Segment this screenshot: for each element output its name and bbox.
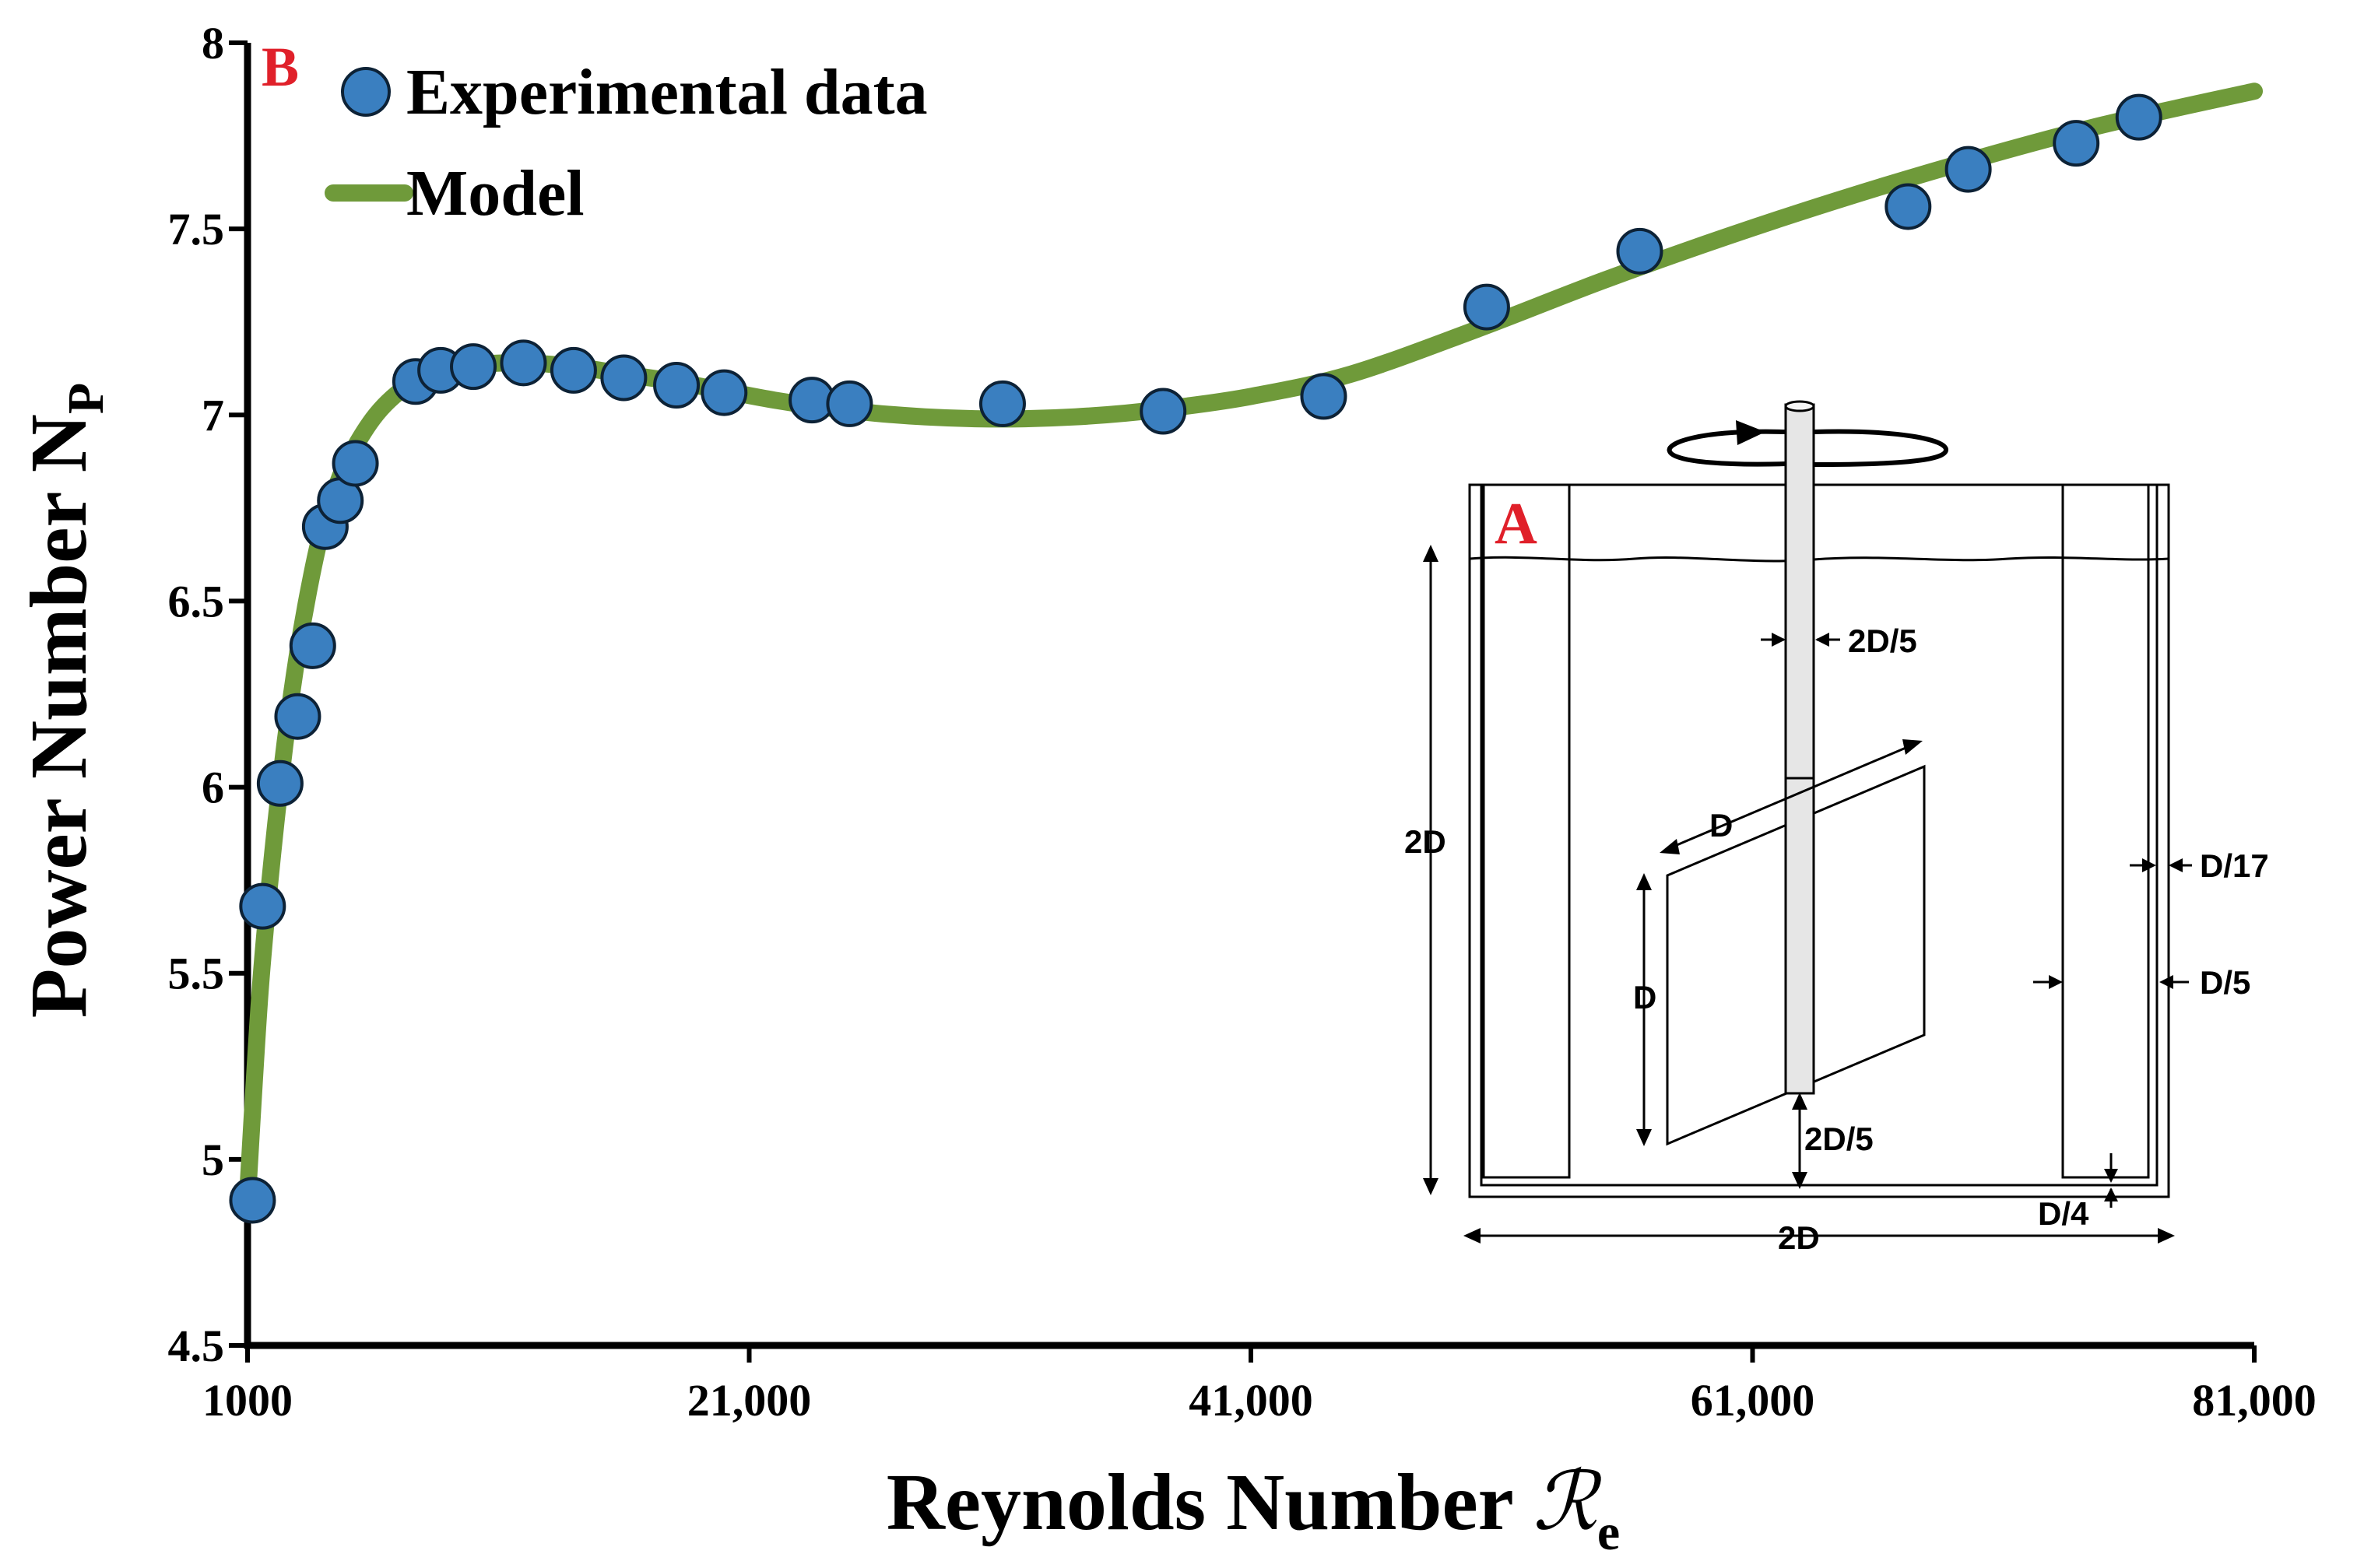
x-axis-title-symbol: ℛ [1533, 1458, 1603, 1547]
stirred-tank-diagram [1423, 400, 2192, 1244]
label-clearance: 2D/5 [1804, 1121, 1874, 1157]
legend-label-experimental: Experimental data [406, 56, 928, 128]
y-tick-label: 7.5 [168, 204, 225, 254]
rotation-arrow-2 [1813, 429, 1949, 467]
y-tick-label: 6 [202, 763, 224, 813]
data-point [289, 622, 336, 669]
arrowhead [1902, 739, 1923, 755]
arrowhead [1423, 1178, 1438, 1195]
data-point [256, 759, 304, 807]
arrowhead [1636, 873, 1652, 890]
y-ticks: 4.5 5 5.5 6 6.5 7 7.5 8 [168, 18, 248, 1371]
stirred-tank-labels: A 2D/5 2D D D 2D/5 2D D/17 D/5 D/4 [1404, 491, 2269, 1256]
rotation-arrowhead [1736, 420, 1765, 445]
x-tick-label: 1000 [202, 1375, 293, 1426]
data-point [450, 343, 497, 391]
arrowhead [1463, 1228, 1481, 1244]
arrowhead [1423, 545, 1438, 562]
y-tick-label: 8 [202, 18, 224, 68]
y-axis-title-subscript: P [58, 383, 114, 414]
label-baffle-bottom: D/4 [2038, 1195, 2089, 1232]
y-tick-label: 7 [202, 390, 224, 440]
label-baffle-gap: D/17 [2200, 847, 2269, 884]
experimental-points [229, 93, 2162, 1224]
x-tick-label: 41,000 [1189, 1375, 1313, 1426]
data-point [550, 346, 597, 394]
x-ticks: 1000 21,000 41,000 61,000 81,000 [202, 1345, 2317, 1426]
label-shaft-diameter: 2D/5 [1848, 623, 1917, 659]
y-axis-title: Power Number NP [14, 383, 114, 1018]
arrowhead [1815, 633, 1829, 647]
x-tick-label: 61,000 [1691, 1375, 1815, 1426]
arrowhead [1792, 1093, 1807, 1110]
axes [244, 43, 2254, 1349]
data-point [2115, 93, 2162, 141]
arrowhead [2104, 1187, 2118, 1201]
data-point [1140, 388, 1187, 435]
label-liquid-height: 2D [1404, 823, 1446, 860]
legend: Experimental data Model [325, 56, 928, 230]
baffle-right [2061, 483, 2150, 1179]
data-point [332, 440, 379, 487]
x-axis-title-subscript: e [1597, 1504, 1620, 1561]
x-tick-label: 81,000 [2192, 1375, 2317, 1426]
data-point [653, 362, 701, 409]
data-point [1463, 283, 1510, 331]
label-impeller-width: D [1709, 807, 1733, 844]
arrowhead [2159, 975, 2173, 989]
data-point [978, 380, 1026, 427]
rotation-arrow [1667, 429, 1786, 467]
panel-label-a: A [1495, 491, 1537, 556]
x-axis-title: Reynolds Number ℛe [887, 1458, 1620, 1561]
dim-arrowheads [1423, 545, 2183, 1244]
arrowhead [1660, 839, 1680, 854]
tank-inner [1480, 483, 2159, 1187]
y-tick-label: 5.5 [168, 949, 225, 999]
arrowhead [2104, 1169, 2118, 1183]
data-point [500, 339, 547, 387]
arrowhead [2142, 858, 2156, 872]
legend-label-model: Model [406, 157, 585, 230]
data-point [1885, 183, 1932, 230]
model-curve [239, 82, 2263, 1205]
data-point [229, 1177, 276, 1224]
label-baffle-width: D/5 [2200, 964, 2250, 1001]
y-tick-label: 5 [202, 1135, 224, 1185]
arrowhead [1772, 633, 1786, 647]
label-impeller-height: D [1633, 979, 1656, 1016]
y-tick-label: 6.5 [168, 576, 225, 626]
label-tank-width: 2D [1778, 1219, 1820, 1256]
arrowhead [2169, 858, 2183, 872]
arrowhead [2049, 975, 2063, 989]
data-point [600, 354, 648, 402]
x-axis-title-text: Reynolds Number [887, 1458, 1533, 1547]
data-point [274, 693, 321, 740]
data-point [1616, 227, 1663, 275]
x-tick-label: 21,000 [687, 1375, 812, 1426]
shaft-front [1784, 777, 1815, 1095]
baffle-left [1482, 483, 1571, 1179]
y-axis-title-text: Power Number N [14, 414, 104, 1018]
y-tick-label: 4.5 [168, 1321, 225, 1371]
legend-marker-experimental [341, 67, 391, 117]
data-point [2053, 120, 2100, 167]
data-point [701, 369, 748, 416]
data-point [826, 380, 873, 427]
data-point [239, 882, 286, 930]
data-point [1300, 373, 1347, 420]
data-point [1944, 146, 1992, 193]
arrowhead [2158, 1228, 2175, 1244]
arrowhead [1792, 1172, 1807, 1189]
shaft-top [1784, 400, 1815, 412]
arrowhead [1636, 1129, 1652, 1146]
panel-label-b: B [262, 36, 299, 98]
dim-impeller-width [1665, 742, 1916, 851]
